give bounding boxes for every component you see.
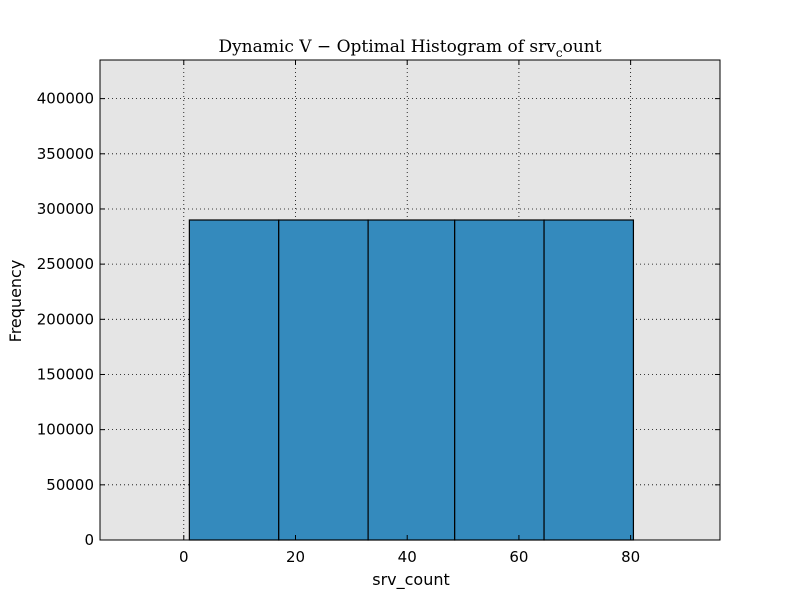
chart-title-tail: ount xyxy=(563,37,602,57)
histogram-bar-2 xyxy=(278,219,369,541)
y-tick-label: 300000 xyxy=(37,200,94,218)
x-tick-label: 40 xyxy=(398,548,417,566)
histogram-bar-4 xyxy=(454,219,545,541)
y-tick-label: 250000 xyxy=(37,255,94,273)
x-tick-label: 20 xyxy=(286,548,305,566)
y-tick-label: 400000 xyxy=(37,90,94,108)
histogram-bar-1 xyxy=(188,219,280,541)
histogram-bar-5 xyxy=(543,219,635,541)
y-tick-label: 0 xyxy=(84,531,94,549)
x-axis-ticks: 0 20 40 60 80 xyxy=(179,60,640,566)
x-axis-label: srv_count xyxy=(372,570,450,590)
chart-title-main: Dynamic V − Optimal Histogram of srv xyxy=(218,37,556,57)
y-tick-label: 350000 xyxy=(37,145,94,163)
chart-title: Dynamic V − Optimal Histogram of srvcoun… xyxy=(218,37,601,60)
y-tick-label: 50000 xyxy=(46,476,94,494)
y-axis-label: Frequency xyxy=(6,260,25,343)
y-tick-label: 200000 xyxy=(37,310,94,328)
x-tick-label: 60 xyxy=(509,548,528,566)
chart-title-subscript: c xyxy=(556,46,563,60)
x-tick-label: 0 xyxy=(179,548,189,566)
x-tick-label: 80 xyxy=(621,548,640,566)
histogram-bar-3 xyxy=(367,219,456,541)
y-axis-ticks: 0 50000 100000 150000 200000 250000 300000 3500… xyxy=(37,90,720,549)
histogram-bars xyxy=(188,219,635,541)
y-tick-label: 100000 xyxy=(37,421,94,439)
plot-frame xyxy=(99,59,721,541)
y-tick-label: 150000 xyxy=(37,365,94,383)
